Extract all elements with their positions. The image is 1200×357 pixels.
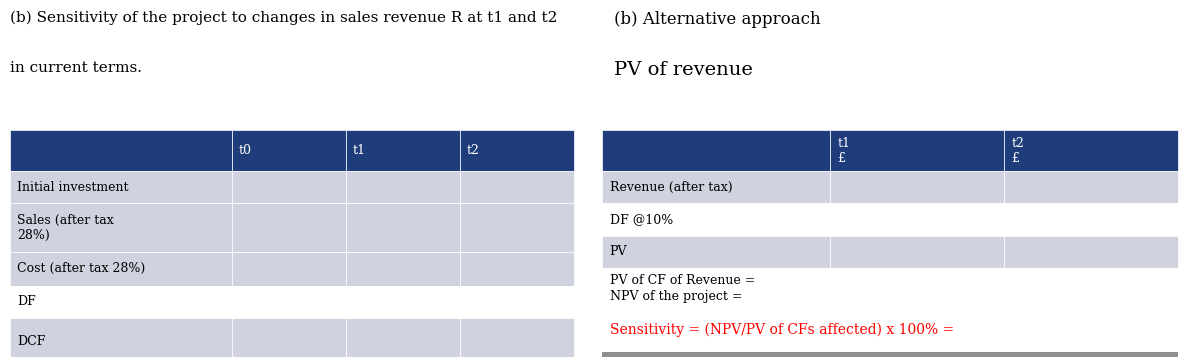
Bar <box>602 130 830 171</box>
Text: in current terms.: in current terms. <box>10 61 142 75</box>
Bar <box>830 203 1004 236</box>
Bar <box>602 236 830 268</box>
Bar <box>346 318 460 357</box>
Bar <box>232 252 346 286</box>
Bar <box>346 130 460 171</box>
Text: t2: t2 <box>467 144 480 157</box>
Bar <box>1004 268 1178 309</box>
Bar <box>602 171 830 203</box>
Bar <box>10 286 232 318</box>
Bar <box>602 309 830 352</box>
Bar <box>460 252 574 286</box>
Bar <box>602 352 1178 357</box>
Text: (b) Alternative approach: (b) Alternative approach <box>614 11 821 28</box>
Bar <box>232 130 346 171</box>
Bar <box>232 318 346 357</box>
Text: Cost (after tax 28%): Cost (after tax 28%) <box>17 262 145 275</box>
Bar <box>1004 130 1178 171</box>
Bar <box>460 171 574 203</box>
Bar <box>830 309 1004 352</box>
Text: DF @10%: DF @10% <box>610 213 673 226</box>
Bar <box>1004 171 1178 203</box>
Text: PV of revenue: PV of revenue <box>614 61 754 79</box>
Text: Revenue (after tax): Revenue (after tax) <box>610 181 732 194</box>
Text: DF: DF <box>17 295 36 308</box>
Bar <box>346 252 460 286</box>
Text: t0: t0 <box>239 144 252 157</box>
Bar <box>460 130 574 171</box>
Bar <box>10 318 232 357</box>
Bar <box>232 171 346 203</box>
Bar <box>1004 203 1178 236</box>
Text: t1: t1 <box>353 144 366 157</box>
Bar <box>10 203 232 252</box>
Text: Initial investment: Initial investment <box>17 181 128 194</box>
Bar <box>232 286 346 318</box>
Text: Sales (after tax
28%): Sales (after tax 28%) <box>17 213 114 242</box>
Bar <box>830 236 1004 268</box>
Bar <box>602 203 830 236</box>
Text: DCF: DCF <box>17 335 46 348</box>
Bar <box>10 252 232 286</box>
Text: PV: PV <box>610 245 628 258</box>
Bar <box>10 130 232 171</box>
Bar <box>830 171 1004 203</box>
Bar <box>10 171 232 203</box>
Bar <box>830 130 1004 171</box>
Bar <box>346 286 460 318</box>
Bar <box>460 286 574 318</box>
Bar <box>346 171 460 203</box>
Bar <box>346 203 460 252</box>
Bar <box>830 268 1004 309</box>
Bar <box>1004 309 1178 352</box>
Bar <box>460 318 574 357</box>
Text: (b) Sensitivity of the project to changes in sales revenue R at t1 and t2: (b) Sensitivity of the project to change… <box>10 11 557 25</box>
Bar <box>460 203 574 252</box>
Text: Sensitivity = (NPV/PV of CFs affected) x 100% =: Sensitivity = (NPV/PV of CFs affected) x… <box>610 323 954 337</box>
Bar <box>602 268 830 309</box>
Text: t2
£: t2 £ <box>1012 137 1025 165</box>
Text: t1
£: t1 £ <box>838 137 851 165</box>
Bar <box>232 203 346 252</box>
Text: PV of CF of Revenue =
NPV of the project =: PV of CF of Revenue = NPV of the project… <box>610 274 755 303</box>
Bar <box>1004 236 1178 268</box>
